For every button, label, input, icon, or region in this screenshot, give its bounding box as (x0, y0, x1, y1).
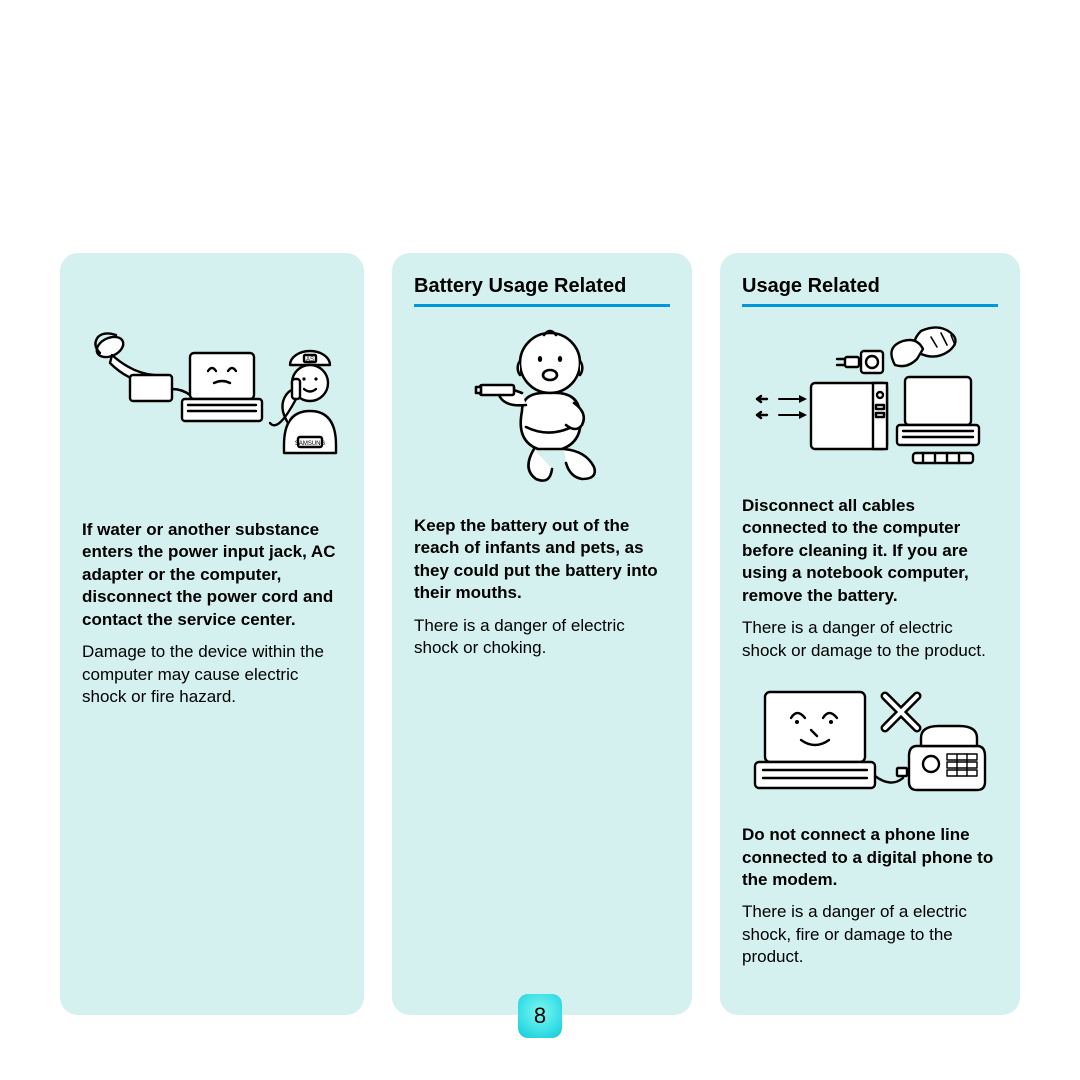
svg-text:AS: AS (306, 357, 314, 363)
card3-body1: There is a danger of electric shock or d… (742, 617, 998, 662)
card2-body: There is a danger of electric shock or c… (414, 615, 670, 660)
card3-bold2: Do not connect a phone line connected to… (742, 824, 998, 891)
illustration-baby-battery (414, 321, 670, 491)
page-number: 8 (534, 1003, 546, 1029)
illustration-unplug-clean (742, 321, 998, 471)
card-3: Usage Related (720, 253, 1020, 1015)
card2-title: Battery Usage Related (414, 275, 670, 298)
card3-title: Usage Related (742, 275, 998, 298)
illustration-laptop-phone-cross (742, 680, 998, 810)
card-2: Battery Usage Related (392, 253, 692, 1015)
card3-body2: There is a danger of a electric shock, f… (742, 901, 998, 968)
card3-bold1: Disconnect all cables connected to the c… (742, 495, 998, 607)
card1-body: Damage to the device within the computer… (82, 641, 342, 708)
card-1: AS SAMSUNG I (60, 253, 364, 1015)
card1-bold: If water or another substance enters the… (82, 519, 342, 631)
columns-row: AS SAMSUNG I (60, 253, 1020, 1015)
card3-rule (742, 304, 998, 307)
illustration-spill-service: AS SAMSUNG (82, 325, 342, 495)
card2-bold: Keep the battery out of the reach of inf… (414, 515, 670, 605)
card2-rule (414, 304, 670, 307)
page-number-badge: 8 (518, 994, 562, 1038)
manual-page: AS SAMSUNG I (0, 0, 1080, 1080)
svg-text:SAMSUNG: SAMSUNG (295, 441, 326, 447)
